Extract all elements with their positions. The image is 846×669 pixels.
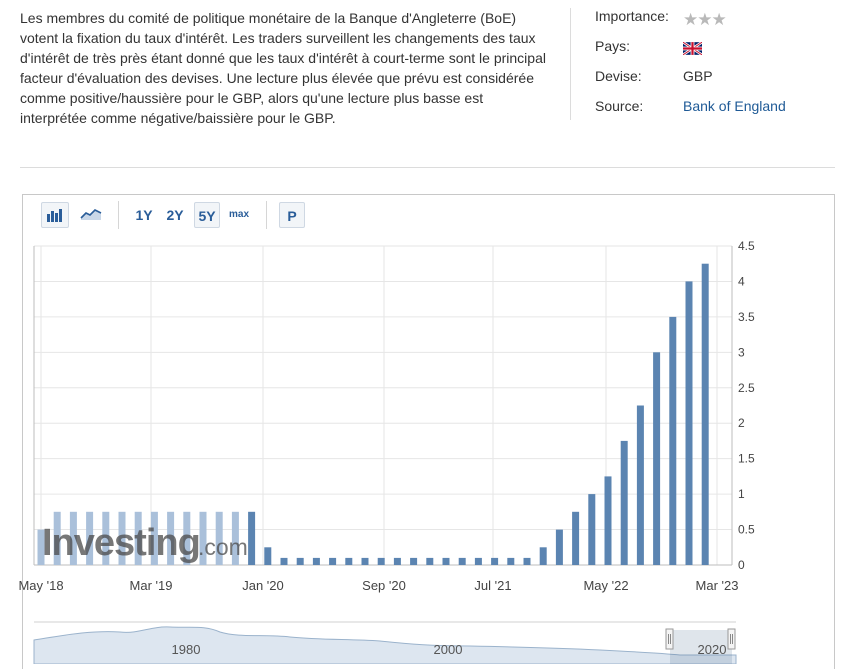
bar-chart-icon xyxy=(47,209,62,222)
chart-container: 1Y 2Y 5Y max P xyxy=(22,194,835,669)
uk-flag-icon xyxy=(683,42,702,55)
range-5y-button[interactable]: 5Y xyxy=(194,202,220,228)
event-info-panel: Importance: ★★★ Pays: Devise: GBP Source… xyxy=(595,8,835,128)
line-chart-icon xyxy=(80,209,102,220)
toolbar-divider xyxy=(118,201,119,229)
star-icon: ★ xyxy=(697,10,712,29)
line-chart-button[interactable] xyxy=(77,202,105,228)
importance-label: Importance: xyxy=(595,8,669,24)
currency-label: Devise: xyxy=(595,68,642,84)
range-2y-button[interactable]: 2Y xyxy=(166,207,184,223)
range-1y-button[interactable]: 1Y xyxy=(135,207,153,223)
country-label: Pays: xyxy=(595,38,631,54)
info-divider xyxy=(570,8,571,120)
currency-value: GBP xyxy=(683,68,713,84)
bar-chart-button[interactable] xyxy=(41,202,69,228)
star-icon: ★ xyxy=(683,10,698,29)
star-icon: ★ xyxy=(711,10,727,29)
chart-toolbar: 1Y 2Y 5Y max P xyxy=(23,195,834,235)
toolbar-divider xyxy=(266,201,267,229)
importance-stars: ★★★ xyxy=(683,10,727,30)
currency-row: Devise: GBP xyxy=(595,68,835,98)
range-max-button[interactable]: max xyxy=(228,209,249,220)
source-label: Source: xyxy=(595,98,644,114)
p-button[interactable]: P xyxy=(279,202,305,228)
importance-row: Importance: ★★★ xyxy=(595,8,835,38)
source-row: Source: Bank of England xyxy=(595,98,835,128)
section-divider xyxy=(20,167,835,168)
event-description: Les membres du comité de politique monét… xyxy=(20,10,546,126)
country-row: Pays: xyxy=(595,38,835,68)
source-link[interactable]: Bank of England xyxy=(683,98,786,114)
